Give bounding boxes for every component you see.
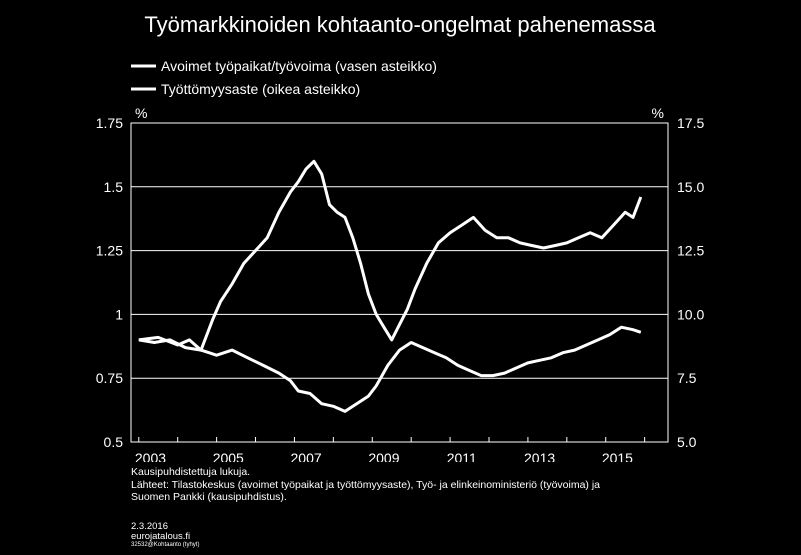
x-tick-label: 2005 <box>213 450 244 462</box>
x-tick-label: 2003 <box>135 450 166 462</box>
chart-area: Työmarkkinoiden kohtaanto-ongelmat pahen… <box>96 12 705 462</box>
chart-code: 32532@Kohtaanto (tyhyt) <box>131 542 200 548</box>
left-tick-label: 0.5 <box>104 434 124 450</box>
left-tick-label: 1.75 <box>96 115 123 131</box>
right-tick-label: 7.5 <box>677 370 697 386</box>
x-tick-label: 2013 <box>524 450 555 462</box>
x-tick-label: 2009 <box>368 450 399 462</box>
source-note-line: Lähteet: Tilastokeskus (avoimet työpaika… <box>131 478 601 491</box>
x-tick-label: 2007 <box>291 450 322 462</box>
plot-frame <box>130 122 669 443</box>
source-note: Kausipuhdistettuja lukuja. Lähteet: Tila… <box>131 466 691 504</box>
left-tick-label: 1 <box>115 306 123 322</box>
source-note-line: Kausipuhdistettuja lukuja. <box>131 466 251 478</box>
series-line-vacancies <box>138 159 643 352</box>
axis-ticks: 0.5 0.75 1 1.25 1.5 1.75 5.0 7.5 10.0 12.5 15.0 17.… <box>96 115 705 462</box>
series-line-unemployment <box>138 325 642 413</box>
right-tick-label: 12.5 <box>677 243 704 259</box>
left-unit-label: % <box>135 105 147 121</box>
left-tick-label: 0.75 <box>96 370 123 386</box>
publish-date: 2.3.2016 <box>131 521 168 532</box>
gridlines <box>131 186 668 379</box>
left-tick-label: 1.25 <box>96 243 123 259</box>
series-lines <box>138 159 643 413</box>
legend-label-unemployment: Työttömyysaste (oikea asteikko) <box>161 81 360 97</box>
right-tick-label: 15.0 <box>677 179 704 195</box>
site-name: eurojatalous.fi <box>131 531 191 542</box>
source-note-line: Suomen Pankki (kausipuhdistus). <box>131 491 287 503</box>
legend-label-vacancies: Avoimet työpaikat/työvoima (vasen asteik… <box>161 58 437 74</box>
x-tick-label: 2015 <box>602 450 633 462</box>
chart-title: Työmarkkinoiden kohtaanto-ongelmat pahen… <box>144 12 656 37</box>
right-tick-label: 5.0 <box>677 434 697 450</box>
right-unit-label: % <box>652 105 664 121</box>
right-tick-label: 17.5 <box>677 115 704 131</box>
left-tick-label: 1.5 <box>104 179 124 195</box>
x-tick-label: 2011 <box>447 450 477 462</box>
right-tick-label: 10.0 <box>677 306 704 322</box>
